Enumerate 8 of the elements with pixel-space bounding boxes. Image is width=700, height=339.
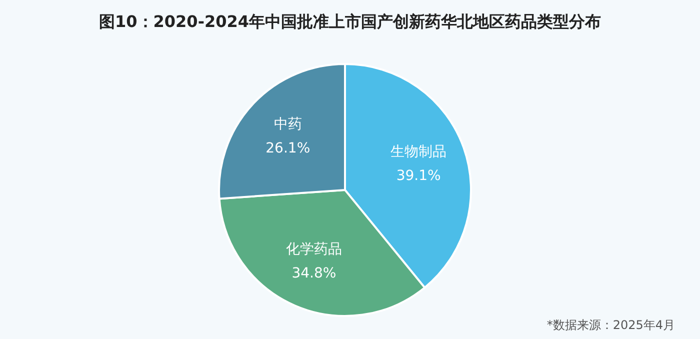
- slice-label: 中药: [274, 116, 302, 133]
- slice-label: 生物制品: [390, 144, 447, 160]
- text: *数据来源：2025年4月: [546, 318, 675, 332]
- slice-label: 化学药品: [286, 242, 342, 258]
- data-label: 34.8%: [292, 266, 336, 282]
- data-label: 39.1%: [396, 168, 441, 184]
- data-label: 26.1%: [266, 140, 310, 157]
- chart-title: 图10：2020-2024年中国批准上市国产创新药华北地区药品类型分布: [99, 12, 601, 31]
